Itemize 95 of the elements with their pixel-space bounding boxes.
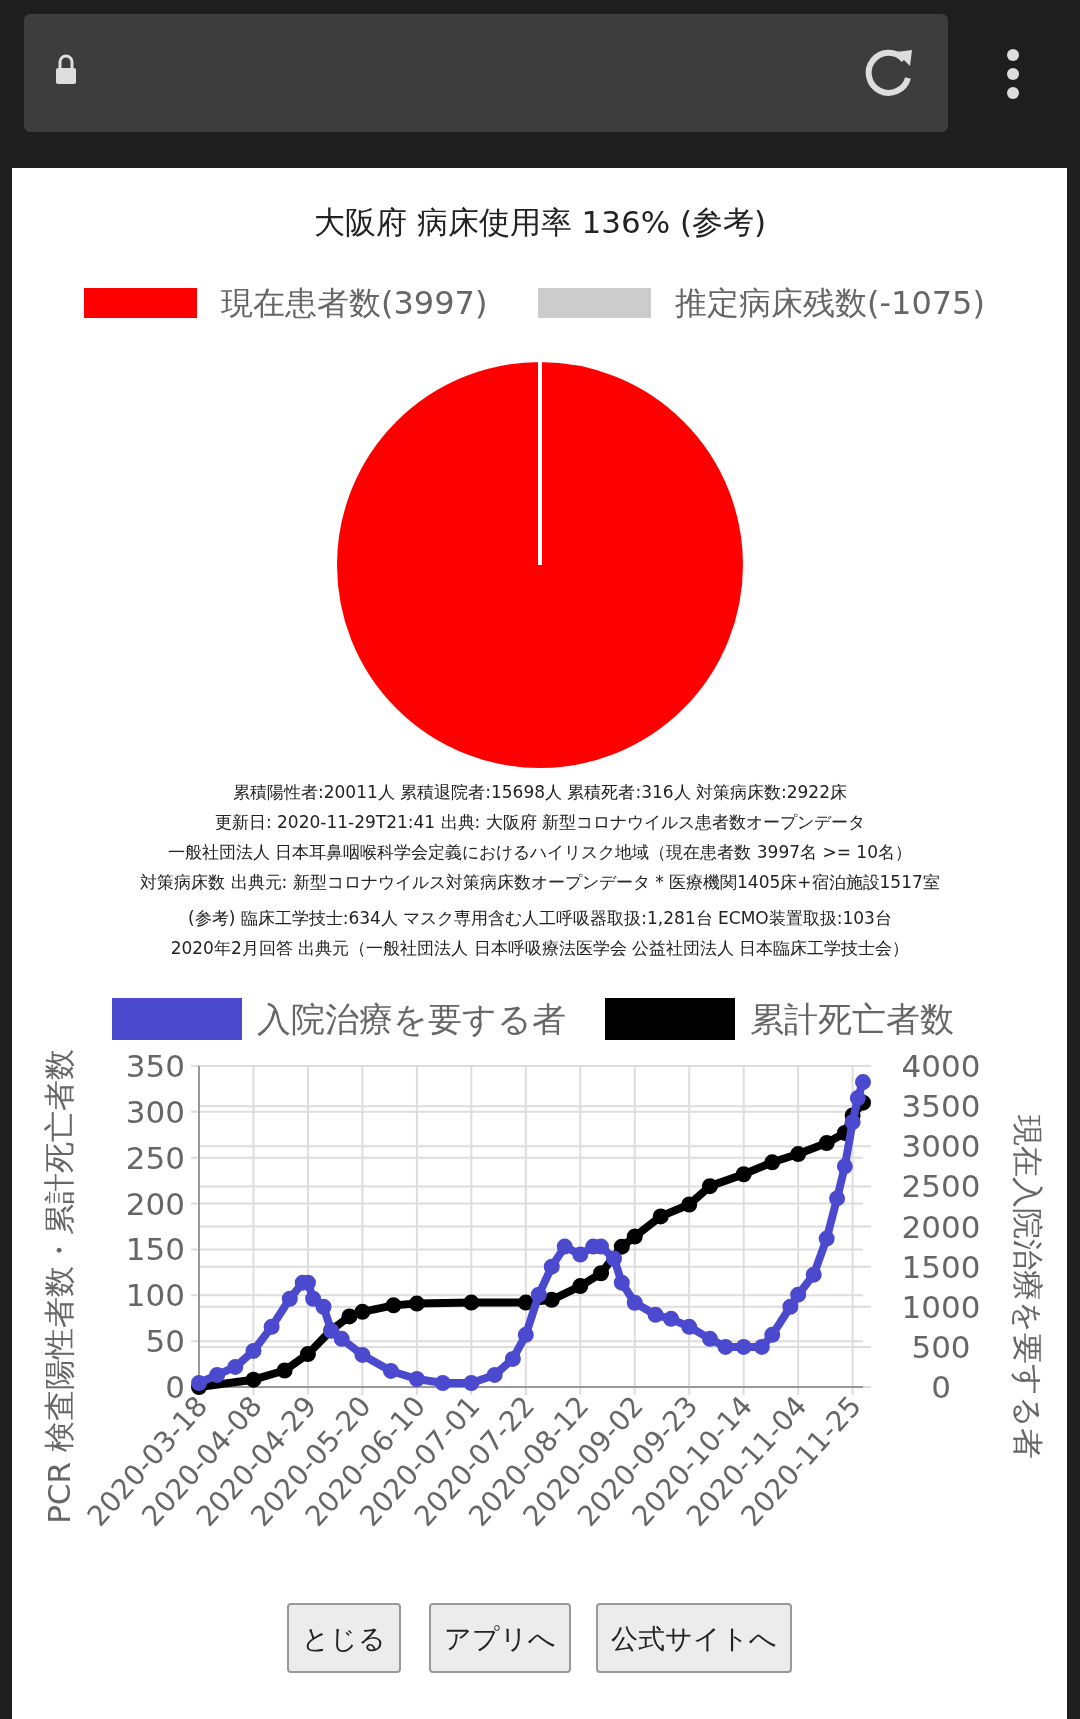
y-tick-label: 300 <box>125 1093 185 1130</box>
point <box>504 1350 521 1367</box>
point <box>530 1286 547 1303</box>
text: 一般社団法人 日本耳鼻咽喉科学会定義におけるハイリスク地域（現在患者数 3997名 >= 10名） <box>168 842 912 862</box>
point <box>543 1291 560 1308</box>
text: 2020年2月回答 出典元（一般社団法人 日本呼吸療法医学会 公益社団法人 日本臨床工学技士会） <box>170 938 910 958</box>
legend-label: 入院治療を要する者 <box>257 999 566 1039</box>
legend-label: 推定病床残数(-1075) <box>675 284 985 322</box>
y-tick-label: 100 <box>125 1277 185 1314</box>
point <box>354 1303 371 1320</box>
point <box>245 1342 262 1359</box>
point <box>276 1362 293 1379</box>
y2-tick-label: 4000 <box>901 1048 981 1084</box>
point <box>855 1074 871 1091</box>
legend-label: 現在患者数(3997) <box>221 284 488 322</box>
chart-title: 大阪府 病床使用率 136% (参考) <box>313 204 767 240</box>
point <box>593 1265 610 1282</box>
point <box>626 1228 643 1245</box>
button: アプリへ <box>429 1603 571 1673</box>
point <box>663 1310 680 1327</box>
point <box>209 1366 226 1383</box>
point <box>486 1366 503 1383</box>
button: とじる <box>287 1603 401 1673</box>
point <box>735 1338 752 1355</box>
legend-label: 累計死亡者数 <box>750 999 954 1039</box>
point <box>227 1358 244 1375</box>
y-axis-title: PCR 検査陽性者数・累計死亡者数 <box>41 1049 77 1524</box>
point <box>556 1238 573 1255</box>
point <box>764 1326 781 1343</box>
point <box>790 1286 807 1303</box>
y-tick-label: 150 <box>125 1231 185 1268</box>
point <box>818 1230 835 1247</box>
point <box>818 1135 835 1152</box>
y2-tick-label: 1500 <box>901 1248 981 1285</box>
point <box>305 1290 322 1307</box>
y2-tick-label: 3000 <box>901 1128 981 1165</box>
point <box>191 1374 207 1391</box>
point <box>333 1330 350 1347</box>
text: 累積陽性者:20011人 累積退院者:15698人 累積死者:316人 対策病床数:2922床 <box>233 782 847 802</box>
y2-tick-label: 2000 <box>901 1208 981 1245</box>
y2-tick-label: 500 <box>911 1328 971 1365</box>
button: 公式サイトへ <box>596 1603 792 1673</box>
point <box>408 1370 425 1387</box>
point <box>681 1318 698 1335</box>
point <box>836 1158 853 1175</box>
y2-tick-label: 1000 <box>901 1288 981 1325</box>
point <box>805 1266 822 1283</box>
point <box>701 1330 718 1347</box>
point <box>606 1250 622 1267</box>
y-tick-label: 250 <box>125 1139 185 1176</box>
point <box>463 1374 480 1391</box>
y-tick-label: 0 <box>165 1369 185 1405</box>
point <box>517 1294 534 1311</box>
point <box>647 1306 664 1323</box>
point <box>626 1294 643 1311</box>
y-tick-label: 350 <box>125 1048 185 1084</box>
point <box>782 1298 799 1315</box>
y2-axis-title: 現在入院治療を要する者 <box>1010 1114 1046 1459</box>
point <box>613 1238 630 1255</box>
point <box>717 1338 734 1355</box>
point <box>341 1308 358 1325</box>
point <box>764 1154 781 1171</box>
text: (参考) 臨床工学技士:634人 マスク専用含む人工呼吸器取扱:1,281台 ECMO装置取扱:103台 <box>188 908 892 928</box>
point <box>543 1258 560 1275</box>
point <box>735 1166 752 1183</box>
y-tick-label: 200 <box>125 1185 185 1222</box>
point <box>849 1090 866 1107</box>
y2-tick-label: 2500 <box>901 1168 981 1205</box>
point <box>245 1371 262 1388</box>
point <box>844 1114 861 1131</box>
point <box>572 1246 589 1263</box>
point <box>385 1297 402 1314</box>
point <box>681 1196 698 1213</box>
point <box>354 1346 371 1363</box>
point <box>829 1190 846 1207</box>
text: 対策病床数 出典元: 新型コロナウイルス対策病床数オープンデータ * 医療機関1405床+宿泊施設1517室 <box>140 872 940 892</box>
y2-tick-label: 3500 <box>901 1088 981 1125</box>
point <box>281 1290 298 1307</box>
point <box>652 1208 669 1225</box>
point <box>572 1278 589 1295</box>
point <box>382 1362 399 1379</box>
point <box>299 1345 316 1362</box>
point <box>408 1295 425 1312</box>
text: 更新日: 2020-11-29T21:41 出典: 大阪府 新型コロナウイルス患者数オープンデータ <box>214 812 866 832</box>
point <box>613 1274 630 1291</box>
point <box>263 1318 280 1335</box>
point <box>790 1146 807 1163</box>
point <box>753 1338 770 1355</box>
point <box>434 1374 451 1391</box>
y2-tick-label: 0 <box>931 1369 951 1405</box>
y-tick-label: 50 <box>145 1323 185 1360</box>
point <box>517 1326 534 1343</box>
point <box>315 1298 332 1315</box>
point <box>463 1294 480 1311</box>
point <box>701 1178 718 1195</box>
